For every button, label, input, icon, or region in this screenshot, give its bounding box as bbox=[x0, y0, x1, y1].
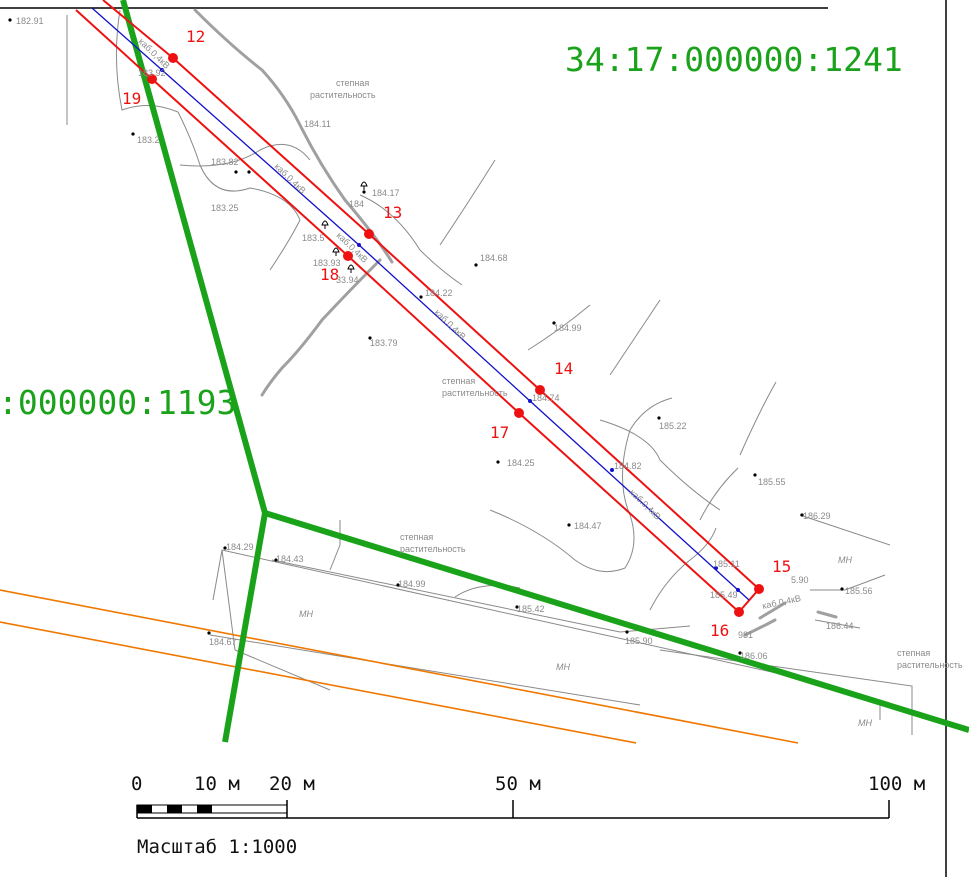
svg-text:184.25: 184.25 bbox=[507, 458, 535, 468]
vertex-label-14: 14 bbox=[554, 359, 573, 378]
svg-text:184.99: 184.99 bbox=[398, 579, 426, 589]
svg-text:184.22: 184.22 bbox=[425, 288, 453, 298]
svg-text:184.68: 184.68 bbox=[480, 253, 508, 263]
svg-text:185.49: 185.49 bbox=[710, 590, 738, 600]
relief-lines bbox=[66, 9, 913, 735]
scale-tick-10: 10 м bbox=[194, 773, 240, 795]
svg-text:33.94: 33.94 bbox=[336, 275, 359, 285]
svg-text:183.2: 183.2 bbox=[137, 135, 160, 145]
parcel-label-1193: :000000:1193 bbox=[0, 383, 236, 422]
svg-text:184.29: 184.29 bbox=[226, 542, 254, 552]
vertex-label-17: 17 bbox=[490, 423, 509, 442]
scale-tick-0: 0 bbox=[131, 773, 142, 795]
scale-tick-50: 50 м bbox=[495, 773, 541, 795]
svg-text:184.47: 184.47 bbox=[574, 521, 602, 531]
svg-text:186.06: 186.06 bbox=[740, 651, 768, 661]
vertex-label-15: 15 bbox=[772, 557, 791, 576]
svg-text:184.74: 184.74 bbox=[532, 393, 560, 403]
svg-text:МН: МН bbox=[299, 609, 313, 619]
scale-tick-100: 100 м bbox=[868, 773, 925, 795]
svg-text:184.43: 184.43 bbox=[276, 554, 304, 564]
svg-text:183.79: 183.79 bbox=[370, 338, 398, 348]
vegetation-captions: степная растительность степная раститель… bbox=[310, 78, 963, 670]
scale-bar: 0 10 м 20 м 50 м 100 м Масштаб 1:1000 bbox=[131, 773, 925, 858]
vertex-label-13: 13 bbox=[383, 203, 402, 222]
cable-vertices bbox=[160, 68, 740, 592]
svg-text:185.55: 185.55 bbox=[758, 477, 786, 487]
svg-text:184.99: 184.99 bbox=[554, 323, 582, 333]
svg-text:степная растительность: степная растительность bbox=[442, 376, 508, 398]
svg-text:183.93: 183.93 bbox=[313, 258, 341, 268]
land-use-labels: МН МН МН МН bbox=[299, 555, 872, 728]
svg-text:182.91: 182.91 bbox=[16, 16, 44, 26]
vertex-label-18: 18 bbox=[320, 265, 339, 284]
svg-text:каб.0,4кВ: каб.0,4кВ bbox=[273, 161, 308, 195]
parcel-boundaries bbox=[120, 0, 969, 743]
svg-text:186.44: 186.44 bbox=[826, 621, 854, 631]
svg-text:5.90: 5.90 bbox=[791, 575, 809, 585]
svg-text:степная растительность: степная растительность bbox=[400, 532, 466, 554]
cable-captions: каб.0,4кВ каб.0,4кВ каб.0,4кВ каб.0,4кВ … bbox=[137, 36, 802, 611]
protection-zone bbox=[75, 0, 760, 613]
vertex-label-19: 19 bbox=[122, 89, 141, 108]
escarpment-lines bbox=[193, 8, 838, 637]
svg-text:183.82: 183.82 bbox=[211, 157, 239, 167]
svg-text:степная растительность: степная растительность bbox=[897, 648, 963, 670]
pipeline bbox=[0, 589, 799, 744]
svg-text:184.17: 184.17 bbox=[372, 188, 400, 198]
svg-text:184: 184 bbox=[349, 199, 364, 209]
svg-text:185.42: 185.42 bbox=[517, 604, 545, 614]
svg-text:183.92: 183.92 bbox=[138, 68, 166, 78]
vertex-labels: 12 13 14 15 16 17 18 19 bbox=[122, 27, 791, 640]
svg-text:183.5: 183.5 bbox=[302, 233, 325, 243]
svg-text:степная растительность: степная растительность bbox=[310, 78, 376, 100]
parcel-label-1241: 34:17:000000:1241 bbox=[565, 40, 903, 79]
svg-text:МН: МН bbox=[838, 555, 852, 565]
svg-text:185.11: 185.11 bbox=[713, 559, 740, 569]
svg-text:183.25: 183.25 bbox=[211, 203, 239, 213]
scale-tick-20: 20 м bbox=[269, 773, 315, 795]
scale-caption: Масштаб 1:1000 bbox=[137, 836, 297, 858]
svg-text:МН: МН bbox=[858, 718, 872, 728]
svg-text:185.90: 185.90 bbox=[625, 636, 653, 646]
cable-line bbox=[91, 7, 750, 601]
svg-text:981: 981 bbox=[738, 630, 753, 640]
svg-text:каб.0,4кВ: каб.0,4кВ bbox=[761, 593, 801, 611]
svg-text:МН: МН bbox=[556, 662, 570, 672]
svg-text:185.22: 185.22 bbox=[659, 421, 687, 431]
zone-vertices bbox=[147, 53, 764, 617]
vertex-label-16: 16 bbox=[710, 621, 729, 640]
shrub-symbols bbox=[321, 181, 368, 273]
sheet-frame bbox=[0, 0, 947, 877]
elevation-labels: 182.91 183.2 183.82 183.25 184.11 184.17… bbox=[16, 16, 873, 661]
svg-text:каб.0,4кВ: каб.0,4кВ bbox=[433, 307, 468, 341]
svg-text:184.82: 184.82 bbox=[614, 461, 642, 471]
vertex-label-12: 12 bbox=[186, 27, 205, 46]
elevation-dots bbox=[8, 18, 844, 655]
svg-text:186.29: 186.29 bbox=[803, 511, 831, 521]
svg-text:184.67: 184.67 bbox=[209, 637, 237, 647]
svg-text:184.11: 184.11 bbox=[304, 119, 331, 129]
svg-text:185.56: 185.56 bbox=[845, 586, 873, 596]
